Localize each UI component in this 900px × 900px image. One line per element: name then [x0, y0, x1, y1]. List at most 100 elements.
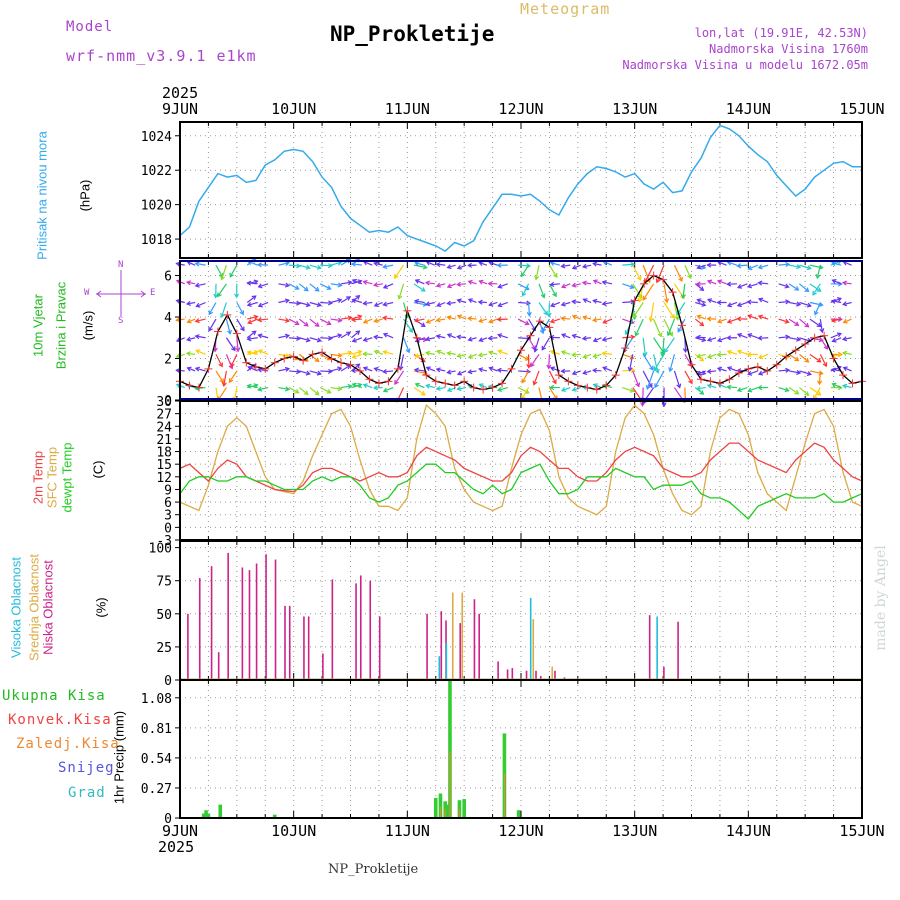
wind-arrow-shaft: [426, 281, 435, 285]
wind-arrow: [446, 283, 456, 289]
wind-arrow: [622, 283, 635, 290]
wind-arrow-head: [647, 383, 653, 389]
wind-gust-marker: [498, 379, 507, 388]
wind-arrow-head: [195, 302, 201, 308]
wind-gust-marker: [517, 346, 525, 355]
wind-arrow-head: [785, 334, 791, 340]
wind-arrow-shaft: [593, 383, 602, 389]
wind-gust-marker: [204, 364, 213, 373]
wind-arrow-head: [696, 264, 702, 270]
wind-arrow-head: [726, 302, 733, 308]
wind-arrow: [830, 298, 842, 304]
wind-arrow-head: [676, 310, 682, 316]
wind-arrow: [382, 301, 394, 307]
wind-arrow: [538, 302, 548, 316]
wind-arrow-head: [303, 286, 309, 292]
wind-arrow-head: [467, 336, 473, 342]
wind-arrow-head: [456, 314, 462, 320]
wind-arrow-head: [497, 283, 503, 289]
wind-arrow-head: [806, 371, 812, 376]
y-tick-label: 0: [164, 674, 172, 689]
wind-arrow-head: [456, 353, 462, 359]
wind-arrow-head: [841, 350, 848, 356]
wind-arrow-shaft: [374, 283, 383, 286]
wind-arrow: [673, 370, 682, 389]
wind-arrow-shaft: [457, 353, 467, 358]
wind-arrow-head: [629, 387, 635, 393]
wind-arrow-shaft: [394, 264, 405, 279]
wind-arrow: [581, 280, 592, 286]
wind-arrow: [788, 369, 802, 375]
wind-arrow-head: [362, 383, 368, 389]
wind-arrow: [684, 264, 692, 280]
wind-arrow-shaft: [737, 301, 748, 307]
wind-arrow-head: [701, 301, 707, 307]
wind-arrow: [435, 282, 446, 288]
wind-arrow-head: [736, 333, 743, 338]
wind-arrow-head: [726, 366, 733, 372]
wind-arrow-shaft: [468, 298, 477, 304]
wind-arrow-head: [496, 367, 502, 373]
wind-arrow-head: [816, 322, 822, 328]
wind-arrow-head: [305, 264, 311, 270]
wind-arrow: [497, 333, 508, 339]
wind-arrow: [435, 385, 446, 392]
wind-arrow-head: [316, 302, 322, 308]
wind-arrow-shaft: [230, 354, 238, 367]
wind-arrow-head: [246, 350, 252, 356]
wind-arrow-shaft: [426, 352, 435, 355]
wind-arrow-head: [337, 317, 343, 323]
wind-arrow-head: [220, 275, 225, 281]
wind-arrow: [819, 319, 825, 334]
wind-arrow-head: [677, 327, 683, 333]
wind-arrow-head: [497, 302, 503, 308]
wind-arrow: [330, 282, 343, 288]
wind-arrow-shaft: [809, 353, 821, 363]
wind-arrow-shaft: [727, 261, 738, 266]
wind-arrow-head: [175, 261, 181, 267]
wind-arrow-shaft: [258, 368, 269, 372]
wind-arrow-shaft: [697, 264, 706, 269]
wind-arrow-shaft: [309, 283, 320, 292]
wind-arrow-shaft: [363, 261, 373, 266]
wind-arrow: [571, 386, 581, 392]
wind-arrow-shaft: [727, 350, 738, 355]
wind-arrow: [642, 283, 655, 301]
wind-arrow: [726, 349, 738, 355]
wind-arrow: [488, 366, 498, 372]
wind-arrow: [478, 337, 488, 342]
wind-arrow-head: [526, 363, 532, 369]
wind-arrow: [560, 368, 571, 374]
wind-arrow-head: [382, 263, 388, 269]
model-elevation-label: Nadmorska Visina u modelu 1672.05m: [622, 58, 868, 72]
wind-arrow-shaft: [413, 387, 426, 396]
wind-arrow-shaft: [582, 264, 592, 268]
wind-arrow-shaft: [479, 318, 488, 323]
cloud-low-bar: [459, 623, 462, 680]
wind-arrow-shaft: [288, 387, 299, 394]
wind-arrow-head: [815, 274, 821, 280]
wind-arrow-shaft: [247, 301, 258, 306]
wind-arrow: [788, 387, 800, 395]
wind-arrow-head: [726, 318, 732, 324]
wind-arrow: [549, 318, 561, 324]
wind-arrow-shaft: [196, 301, 206, 307]
wind-arrow-head: [284, 317, 291, 323]
wind-arrow-shaft: [309, 370, 321, 375]
wind-arrow-head: [186, 318, 192, 324]
wind-arrow-head: [185, 280, 192, 286]
wind-arrow-head: [796, 301, 802, 307]
wind-arrow-head: [642, 295, 648, 301]
wind-gust-marker: [696, 375, 705, 384]
wind-arrow-head: [582, 315, 588, 321]
wind-arrow-head: [785, 299, 791, 305]
wind-gust-marker: [355, 366, 364, 375]
wind-arrow-shaft: [628, 354, 634, 371]
wind-arrow-head: [235, 347, 241, 353]
wind-arrow: [664, 337, 675, 354]
wind-arrow-shaft: [814, 302, 821, 315]
wind-arrow: [746, 351, 758, 358]
wind-arrow-head: [257, 333, 263, 339]
wind-arrow-shaft: [309, 337, 321, 342]
wind-arrow-shaft: [632, 370, 640, 387]
